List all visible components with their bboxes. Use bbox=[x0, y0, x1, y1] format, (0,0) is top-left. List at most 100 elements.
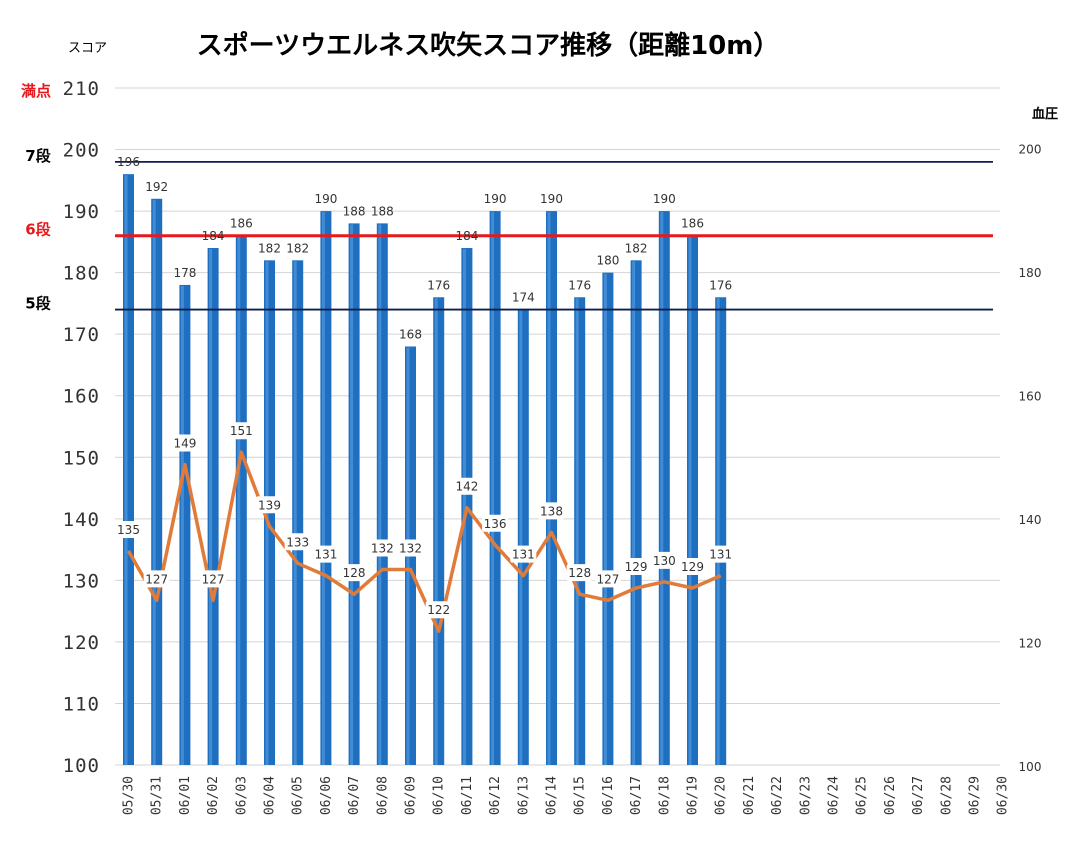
y-tick-label: 110 bbox=[63, 693, 100, 715]
line-data-label: 139 bbox=[258, 498, 281, 512]
x-tick-label: 06/05 bbox=[291, 776, 306, 815]
line-label-bg bbox=[651, 551, 678, 569]
bar-highlight bbox=[462, 249, 466, 765]
bar-series bbox=[123, 174, 727, 766]
line-label-bg bbox=[284, 533, 311, 551]
line-data-label: 122 bbox=[427, 603, 450, 617]
line-label-bg bbox=[482, 514, 509, 532]
bar-highlight bbox=[632, 261, 636, 765]
bar-data-label: 196 bbox=[117, 155, 140, 169]
reference-line-label: 7段 bbox=[25, 147, 50, 165]
bar-data-label: 186 bbox=[681, 217, 704, 231]
line-label-bg bbox=[312, 545, 339, 563]
x-tick-label: 06/10 bbox=[432, 776, 447, 815]
x-tick-label: 06/23 bbox=[798, 776, 813, 815]
x-tick-label: 06/09 bbox=[404, 776, 419, 815]
y-tick-label: 130 bbox=[63, 570, 100, 592]
line-data-label: 131 bbox=[314, 548, 337, 562]
bar-highlight bbox=[237, 236, 241, 765]
y-tick-label: 180 bbox=[63, 263, 100, 285]
x-tick-label: 06/01 bbox=[178, 776, 193, 815]
line-data-label: 127 bbox=[202, 572, 225, 586]
bar-data-label: 188 bbox=[371, 204, 394, 218]
bar bbox=[658, 211, 670, 765]
axis-ticks: 100 110 120 130 140 150 160 170 180 190 200 210 100 1… bbox=[63, 78, 1042, 815]
bar-data-label: 190 bbox=[653, 192, 676, 206]
x-tick-label: 06/06 bbox=[319, 776, 334, 815]
y-tick-label: 150 bbox=[63, 447, 100, 469]
bar bbox=[687, 235, 698, 765]
line-label-bg bbox=[538, 502, 565, 520]
bar-data-label: 180 bbox=[596, 254, 619, 268]
reference-line-label: 6段 bbox=[25, 221, 50, 239]
data-labels: 196 192 178 184 186 182 182 190 188 188 168 176 184 1… bbox=[115, 155, 734, 619]
y-tick-label: 160 bbox=[63, 386, 100, 408]
line-data-label: 149 bbox=[173, 437, 196, 451]
bar bbox=[207, 248, 219, 765]
y-tick-label: 200 bbox=[63, 140, 100, 162]
y-tick-label: 190 bbox=[63, 201, 100, 223]
x-tick-label: 05/31 bbox=[150, 776, 165, 815]
bar bbox=[376, 223, 388, 765]
line-data-label: 142 bbox=[455, 480, 478, 494]
line-data-label: 133 bbox=[286, 535, 309, 549]
line-label-bg bbox=[510, 545, 537, 563]
x-tick-label: 06/12 bbox=[488, 776, 503, 815]
chart-title: スポーツウエルネス吹矢スコア推移（距離10m） bbox=[197, 30, 780, 61]
bar-highlight bbox=[293, 261, 297, 765]
bar-highlight bbox=[321, 212, 325, 765]
line-data-label: 131 bbox=[709, 548, 732, 562]
line-label-bg bbox=[425, 601, 452, 619]
x-tick-label: 06/16 bbox=[601, 776, 616, 815]
line-data-label: 129 bbox=[625, 560, 648, 574]
x-tick-label: 06/27 bbox=[911, 776, 926, 815]
bar bbox=[546, 211, 557, 765]
bar-data-label: 184 bbox=[455, 229, 478, 243]
bar-data-label: 190 bbox=[314, 192, 337, 206]
bar bbox=[517, 309, 529, 765]
line-data-label: 128 bbox=[568, 566, 591, 580]
bar-data-label: 182 bbox=[258, 241, 281, 255]
line-label-bg bbox=[679, 557, 706, 575]
line-label-bg bbox=[228, 422, 255, 440]
line-data-label: 135 bbox=[117, 523, 140, 537]
bar bbox=[602, 272, 614, 765]
bar-data-label: 178 bbox=[173, 266, 196, 280]
line-data-label: 138 bbox=[540, 504, 563, 518]
line-label-bg bbox=[171, 434, 198, 452]
x-tick-label: 06/24 bbox=[827, 776, 842, 815]
x-tick-label: 06/26 bbox=[883, 776, 898, 815]
bar-highlight bbox=[124, 175, 128, 765]
line-data-label: 136 bbox=[484, 517, 507, 531]
line-series bbox=[126, 450, 722, 633]
line-label-bg bbox=[453, 477, 480, 495]
bar-highlight bbox=[547, 212, 551, 765]
reference-lines: 7段 6段 5段 満点 bbox=[21, 82, 993, 313]
bar-highlight bbox=[660, 212, 664, 765]
bar-highlight bbox=[209, 249, 213, 765]
x-tick-label: 06/15 bbox=[573, 776, 588, 815]
x-tick-label: 06/21 bbox=[742, 776, 757, 815]
y-tick-label: 120 bbox=[63, 632, 100, 654]
line-data-label: 127 bbox=[145, 572, 168, 586]
line-label-bg bbox=[594, 570, 621, 588]
x-tick-label: 06/29 bbox=[968, 776, 983, 815]
x-tick-label: 06/13 bbox=[516, 776, 531, 815]
bar-highlight bbox=[575, 298, 579, 765]
y-tick-label: 100 bbox=[63, 755, 100, 777]
line-label-bg bbox=[200, 570, 227, 588]
x-tick-label: 06/11 bbox=[460, 776, 475, 815]
line-label-bg bbox=[369, 539, 396, 557]
bar-highlight bbox=[350, 224, 354, 765]
bar-data-label: 192 bbox=[145, 180, 168, 194]
bar bbox=[433, 297, 445, 765]
line-label-bg bbox=[707, 545, 734, 563]
bar-highlight bbox=[180, 285, 184, 765]
x-tick-label: 06/20 bbox=[714, 776, 729, 815]
line-data-label: 127 bbox=[596, 572, 619, 586]
y2-tick-label: 160 bbox=[1019, 390, 1042, 404]
y2-tick-label: 180 bbox=[1019, 266, 1042, 280]
y2-tick-label: 200 bbox=[1019, 143, 1042, 157]
line-data-label: 132 bbox=[399, 541, 422, 555]
